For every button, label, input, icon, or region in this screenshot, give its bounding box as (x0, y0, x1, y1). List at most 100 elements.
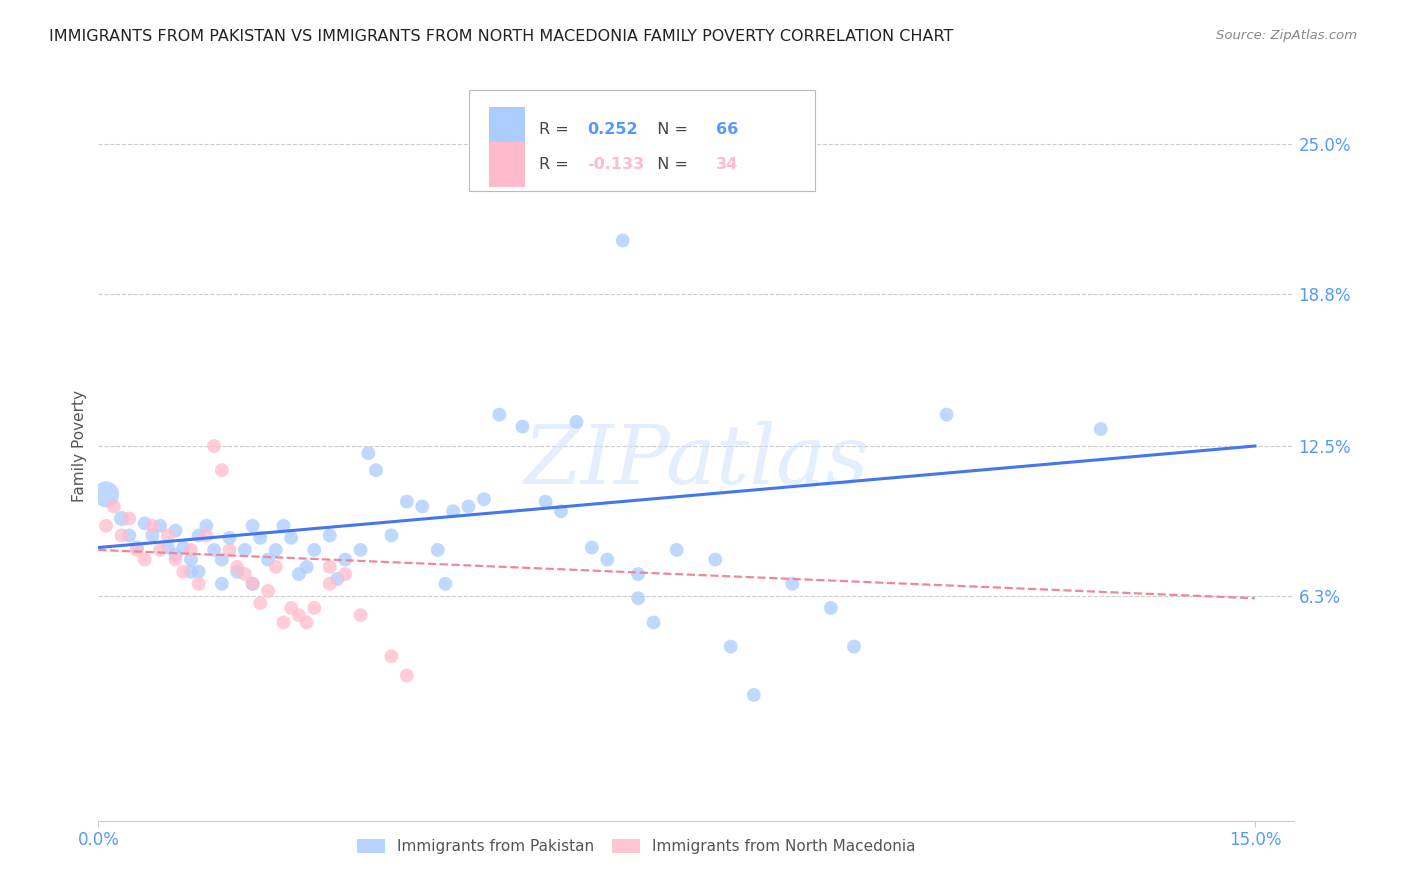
Point (457, 500, 479, 514)
Point (110, 528, 132, 542)
FancyBboxPatch shape (489, 142, 524, 186)
Point (165, 548, 187, 562)
Point (187, 576, 209, 591)
Point (380, 528, 402, 542)
Point (720, 640, 742, 654)
Point (134, 552, 156, 566)
Point (165, 524, 187, 538)
Point (218, 543, 240, 558)
Text: 0.252: 0.252 (588, 122, 638, 137)
Point (187, 528, 209, 542)
Y-axis label: Family Poverty: Family Poverty (72, 390, 87, 502)
Point (357, 446, 380, 460)
Point (280, 601, 302, 615)
Point (156, 528, 179, 542)
Point (226, 559, 249, 574)
Point (333, 552, 356, 566)
FancyBboxPatch shape (470, 90, 815, 191)
Point (534, 494, 557, 508)
FancyBboxPatch shape (489, 107, 524, 152)
Point (233, 567, 256, 582)
Point (242, 518, 264, 533)
Text: R =: R = (540, 122, 574, 137)
Point (249, 596, 271, 610)
Point (264, 543, 287, 558)
Point (782, 576, 804, 591)
Point (273, 518, 295, 533)
Point (288, 608, 311, 623)
Text: N =: N = (647, 157, 693, 171)
Point (180, 565, 202, 579)
Point (202, 439, 225, 453)
Point (211, 463, 233, 477)
Point (288, 567, 311, 582)
Point (211, 576, 233, 591)
Point (512, 419, 534, 434)
Point (820, 601, 842, 615)
Point (304, 601, 326, 615)
Text: 34: 34 (716, 157, 738, 171)
Point (333, 567, 356, 582)
Text: IMMIGRANTS FROM PAKISTAN VS IMMIGRANTS FROM NORTH MACEDONIA FAMILY POVERTY CORRE: IMMIGRANTS FROM PAKISTAN VS IMMIGRANTS F… (49, 29, 953, 44)
Point (550, 504, 572, 518)
Point (94, 518, 117, 533)
Point (211, 552, 233, 566)
Point (349, 543, 371, 558)
Point (110, 511, 132, 525)
Point (118, 528, 141, 542)
Point (94, 487, 117, 501)
Point (627, 591, 650, 606)
Point (187, 565, 209, 579)
Point (295, 615, 318, 630)
Point (273, 615, 295, 630)
Point (103, 500, 125, 514)
Point (319, 576, 342, 591)
Point (1090, 422, 1112, 436)
Point (125, 543, 148, 558)
Point (643, 615, 665, 630)
Point (326, 572, 349, 586)
Point (596, 552, 619, 566)
Point (165, 552, 187, 566)
Point (172, 541, 194, 555)
Point (156, 541, 179, 555)
Point (280, 531, 302, 545)
Point (233, 543, 256, 558)
Point (249, 531, 271, 545)
Point (118, 511, 141, 525)
Point (141, 518, 163, 533)
Point (581, 541, 603, 555)
Point (180, 552, 202, 566)
Point (349, 608, 371, 623)
Point (935, 408, 957, 422)
Point (364, 463, 387, 477)
Point (195, 518, 218, 533)
Point (319, 528, 342, 542)
Text: R =: R = (540, 157, 574, 171)
Point (426, 543, 449, 558)
Text: 66: 66 (716, 122, 738, 137)
Point (434, 576, 457, 591)
Point (395, 668, 418, 682)
Point (202, 543, 225, 558)
Point (195, 528, 218, 542)
Point (218, 531, 240, 545)
Point (565, 415, 588, 429)
Point (141, 528, 163, 542)
Point (380, 649, 402, 664)
Text: Source: ZipAtlas.com: Source: ZipAtlas.com (1216, 29, 1357, 42)
Point (411, 500, 433, 514)
Point (125, 541, 148, 555)
Legend: Immigrants from Pakistan, Immigrants from North Macedonia: Immigrants from Pakistan, Immigrants fro… (349, 831, 924, 862)
Point (319, 559, 342, 574)
Point (441, 504, 464, 518)
Point (149, 518, 172, 533)
Text: ZIPatlas: ZIPatlas (523, 421, 869, 501)
Point (295, 559, 318, 574)
Point (612, 234, 634, 248)
Point (257, 584, 280, 599)
Point (742, 688, 765, 702)
Point (395, 494, 418, 508)
Point (242, 576, 264, 591)
Text: -0.133: -0.133 (588, 157, 644, 171)
